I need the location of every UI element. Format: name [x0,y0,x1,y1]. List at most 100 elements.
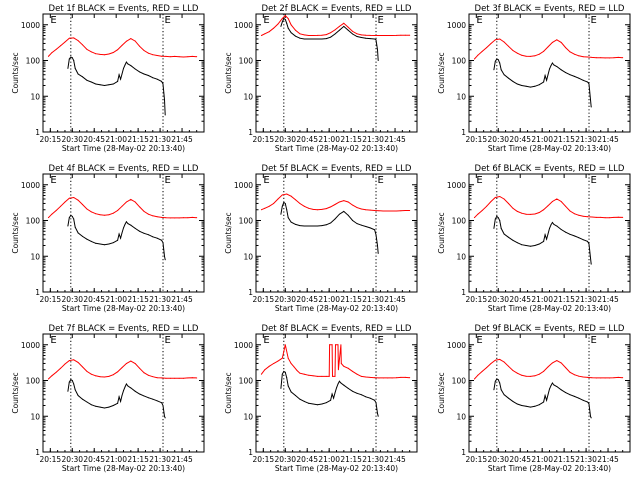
data-point-black [163,99,165,101]
y-tick-label: 1 [248,288,253,297]
series-line-red [48,37,197,58]
event-marker: E [377,335,383,346]
data-point-red [277,23,279,25]
data-point-red [477,213,479,215]
data-point-red [334,375,336,377]
data-point-black [82,398,84,400]
data-point-black [112,242,114,244]
data-point-red [360,34,362,36]
event-marker: E [263,175,269,186]
data-point-black [325,402,327,404]
data-point-red [196,377,198,379]
data-point-red [343,22,345,24]
data-point-red [360,375,362,377]
y-tick-label: 10 [30,252,40,261]
data-point-red [512,207,514,209]
y-tick-label: 10 [243,252,253,261]
data-point-black [134,390,136,392]
data-point-red [534,375,536,377]
data-point-black [587,240,589,242]
data-point-black [139,393,141,395]
data-point-black [312,38,314,40]
data-point-red [325,375,327,377]
data-point-black [280,387,282,389]
data-point-red [374,35,376,37]
data-point-black [356,35,358,37]
data-point-black [303,400,305,402]
data-point-red [369,34,371,36]
data-point-red [356,373,358,375]
data-point-black [573,75,575,77]
data-point-red [569,51,571,53]
data-point-black [147,397,149,399]
y-tick-label: 100 [239,57,254,66]
data-point-red [86,48,88,50]
data-point-black [496,215,498,217]
data-point-black [546,79,548,81]
data-point-black [499,62,501,64]
x-tick-label: 21:00 [531,455,553,464]
data-point-red [486,367,488,369]
data-point-black [338,29,340,31]
x-tick-label: 21:30 [149,135,171,144]
y-tick-label: 1000 [234,341,253,350]
series-line-black [280,201,379,254]
data-point-red [604,217,606,219]
y-axis-label: Counts/sec [224,212,233,253]
data-point-black [553,384,555,386]
data-point-black [118,233,120,235]
data-point-black [284,19,286,21]
data-point-black [360,224,362,226]
data-point-red [286,193,288,195]
data-point-red [569,210,571,212]
x-tick-label: 20:45 [296,295,318,304]
panel-title: Det 7f BLACK = Events, RED = LLD [49,324,199,334]
series-line-black [493,58,592,108]
x-tick-label: 21:30 [575,135,597,144]
data-point-red [374,210,376,212]
data-point-red [95,53,97,55]
y-axis-label: Counts/sec [437,212,446,253]
data-point-red [560,362,562,364]
data-point-red [296,370,298,372]
data-point-red [60,205,62,207]
data-point-red [178,377,180,379]
data-point-red [547,46,549,48]
data-point-black [578,77,580,79]
data-point-black [508,77,510,79]
data-point-black [121,232,123,234]
data-point-red [51,213,53,215]
data-point-red [494,359,496,361]
data-point-red [47,378,49,380]
data-point-red [103,376,105,378]
data-point-red [284,344,286,346]
data-point-red [290,195,292,197]
data-point-red [604,57,606,59]
data-point-black [588,83,590,85]
data-point-black [578,397,580,399]
y-tick-label: 10 [456,92,466,101]
data-point-black [550,385,552,387]
data-point-red [534,55,536,57]
data-point-black [287,217,289,219]
data-point-black [118,74,120,76]
y-axis-label: Counts/sec [11,372,20,413]
data-point-red [68,360,70,362]
x-tick-label: 21:00 [318,295,340,304]
data-point-red [268,205,270,207]
data-point-black [70,214,72,216]
data-point-red [378,377,380,379]
data-point-black [352,220,354,222]
data-point-black [130,387,132,389]
event-marker: E [50,175,56,186]
data-point-black [325,38,327,40]
data-point-black [512,80,514,82]
data-point-red [560,41,562,43]
data-point-red [365,209,367,211]
data-point-red [525,55,527,57]
data-point-black [73,383,75,385]
series-line-black [67,214,166,260]
data-point-red [196,56,198,58]
